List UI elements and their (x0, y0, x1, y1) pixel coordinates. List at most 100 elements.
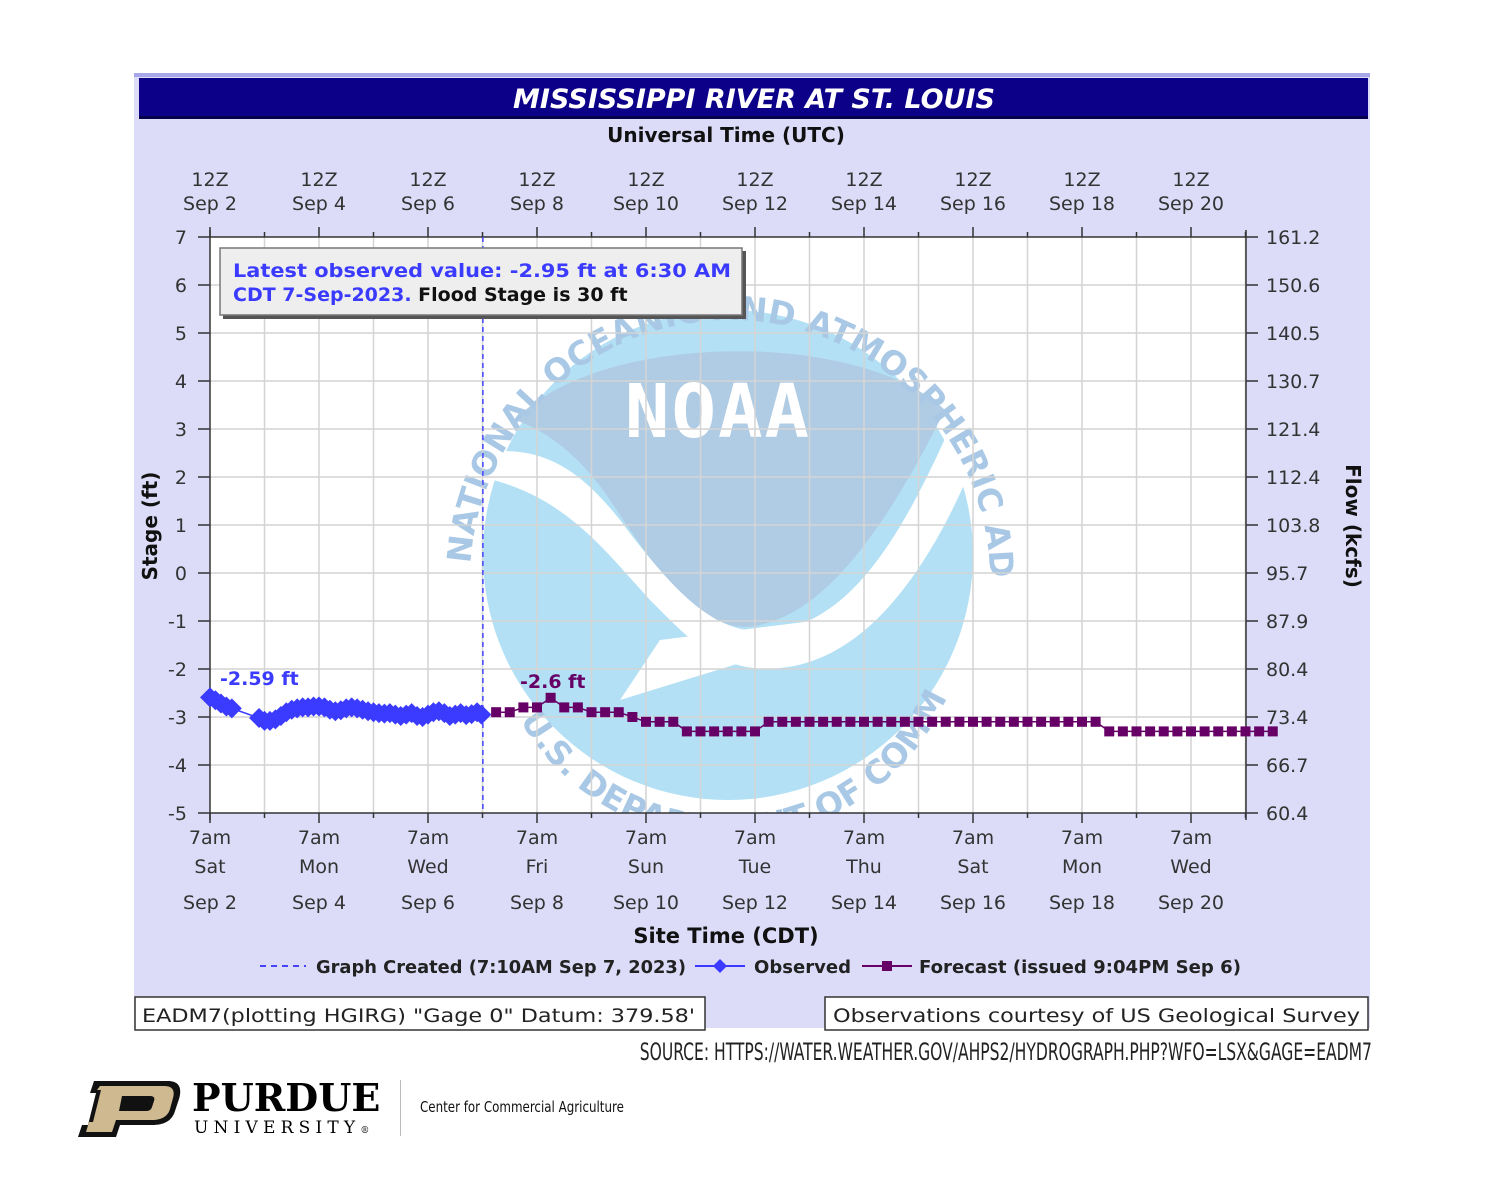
observed-peak-label: -2.59 ft (220, 668, 299, 690)
y-axis-label: Stage (ft) (138, 472, 162, 581)
svg-text:Sep 4: Sep 4 (292, 193, 346, 215)
svg-text:Sep 2: Sep 2 (183, 193, 237, 215)
svg-text:Sat: Sat (957, 856, 988, 878)
svg-text:NOAA: NOAA (625, 369, 811, 455)
legend-observed: Observed (754, 957, 851, 978)
forecast-peak-label: -2.6 ft (520, 671, 586, 693)
legend-observed-diamond-icon (713, 959, 727, 973)
purdue-p-icon (78, 1081, 181, 1137)
chart-title: MISSISSIPPI RIVER AT ST. LOUIS (513, 84, 995, 115)
svg-text:4: 4 (175, 371, 187, 393)
forecast-series (491, 692, 1278, 737)
svg-text:Sep 14: Sep 14 (831, 193, 897, 215)
bottom-axis-title: Site Time (CDT) (633, 924, 818, 948)
svg-text:7am: 7am (843, 827, 885, 849)
svg-text:Sep 8: Sep 8 (510, 892, 564, 914)
legend-forecast-square-icon (882, 961, 892, 971)
svg-text:Mon: Mon (1062, 856, 1102, 878)
observed-series (200, 687, 492, 731)
svg-text:-5: -5 (168, 803, 187, 825)
legend: Graph Created (7:10AM Sep 7, 2023) Obser… (260, 957, 1241, 978)
svg-text:Tue: Tue (738, 856, 771, 878)
svg-text:66.7: 66.7 (1266, 755, 1308, 777)
svg-text:7am: 7am (1061, 827, 1103, 849)
svg-text:-4: -4 (168, 755, 187, 777)
svg-text:Sun: Sun (628, 856, 664, 878)
axis-ticks (198, 227, 1258, 823)
svg-text:-2: -2 (168, 659, 187, 681)
svg-text:0: 0 (175, 563, 187, 585)
svg-text:Sep 12: Sep 12 (722, 193, 788, 215)
svg-text:7: 7 (175, 227, 187, 249)
svg-text:12Z: 12Z (300, 169, 337, 191)
svg-text:7am: 7am (734, 827, 776, 849)
top-axis-title: Universal Time (UTC) (607, 123, 845, 147)
svg-text:12Z: 12Z (191, 169, 228, 191)
svg-text:-1: -1 (168, 611, 187, 633)
svg-text:12Z: 12Z (518, 169, 555, 191)
latest-value-annotation: Latest observed value: -2.95 ft at 6:30 … (219, 247, 746, 319)
svg-text:Sep 20: Sep 20 (1158, 892, 1224, 914)
svg-text:Sep 18: Sep 18 (1049, 193, 1115, 215)
registered-mark: ® (360, 1126, 370, 1136)
svg-text:Sep 6: Sep 6 (401, 892, 455, 914)
svg-text:Sep 10: Sep 10 (613, 193, 679, 215)
svg-text:60.4: 60.4 (1266, 803, 1308, 825)
legend-graph-created: Graph Created (7:10AM Sep 7, 2023) (316, 957, 686, 978)
purdue-logo (76, 1078, 181, 1140)
svg-text:Sep 6: Sep 6 (401, 193, 455, 215)
legend-forecast: Forecast (issued 9:04PM Sep 6) (919, 957, 1241, 978)
svg-text:Sep 20: Sep 20 (1158, 193, 1224, 215)
svg-text:12Z: 12Z (1172, 169, 1209, 191)
svg-text:80.4: 80.4 (1266, 659, 1308, 681)
svg-text:6: 6 (175, 275, 187, 297)
svg-text:140.5: 140.5 (1266, 323, 1320, 345)
university-wordmark: UNIVERSITY® (194, 1118, 369, 1141)
svg-text:Sep 12: Sep 12 (722, 892, 788, 914)
svg-text:12Z: 12Z (736, 169, 773, 191)
svg-text:Sep 10: Sep 10 (613, 892, 679, 914)
svg-text:Sep 14: Sep 14 (831, 892, 897, 914)
svg-text:Thu: Thu (845, 856, 882, 878)
svg-text:73.4: 73.4 (1266, 707, 1308, 729)
svg-text:Latest observed value: -2.95 f: Latest observed value: -2.95 ft at 6:30 … (233, 260, 731, 282)
svg-text:87.9: 87.9 (1266, 611, 1308, 633)
svg-text:Sep 18: Sep 18 (1049, 892, 1115, 914)
svg-text:95.7: 95.7 (1266, 563, 1308, 585)
svg-text:7am: 7am (1170, 827, 1212, 849)
svg-text:Sep 16: Sep 16 (940, 193, 1006, 215)
usgs-credit-text: Observations courtesy of US Geological S… (833, 1005, 1360, 1027)
svg-text:12Z: 12Z (627, 169, 664, 191)
svg-text:CDT 7-Sep-2023. Flood Stage is: CDT 7-Sep-2023. Flood Stage is 30 ft (233, 284, 628, 306)
svg-text:2: 2 (175, 467, 187, 489)
svg-text:Wed: Wed (407, 856, 448, 878)
svg-text:103.8: 103.8 (1266, 515, 1320, 537)
svg-text:161.2: 161.2 (1266, 227, 1320, 249)
svg-text:7am: 7am (407, 827, 449, 849)
datum-box (134, 996, 706, 1031)
svg-text:7am: 7am (516, 827, 558, 849)
source-url: SOURCE: HTTPS://WATER.WEATHER.GOV/AHPS2/… (639, 1038, 1372, 1066)
hydrograph-chart: MISSISSIPPI RIVER AT ST. LOUIS Universal… (134, 73, 1370, 1031)
svg-text:Sep 2: Sep 2 (183, 892, 237, 914)
datum-text: EADM7(plotting HGIRG) "Gage 0" Datum: 37… (142, 1005, 695, 1027)
svg-text:112.4: 112.4 (1266, 467, 1320, 489)
svg-text:7am: 7am (189, 827, 231, 849)
svg-text:121.4: 121.4 (1266, 419, 1320, 441)
purdue-wordmark: PURDUE (192, 1075, 381, 1120)
svg-text:7am: 7am (298, 827, 340, 849)
university-text: UNIVERSITY (194, 1118, 361, 1138)
axis-labels: 7 161.2 6 150.6 5 140.5 4 130.7 3 121.4 2 112.4 1 103… (168, 169, 1320, 914)
svg-text:5: 5 (175, 323, 187, 345)
svg-text:1: 1 (175, 515, 187, 537)
svg-text:Sat: Sat (194, 856, 225, 878)
svg-text:-3: -3 (168, 707, 187, 729)
svg-text:130.7: 130.7 (1266, 371, 1320, 393)
svg-text:Mon: Mon (299, 856, 339, 878)
svg-text:Sep 8: Sep 8 (510, 193, 564, 215)
y2-axis-label: Flow (kcfs) (1341, 464, 1365, 588)
logo-divider (400, 1080, 401, 1136)
svg-text:7am: 7am (952, 827, 994, 849)
usgs-credit-box (824, 996, 1369, 1031)
svg-text:Wed: Wed (1170, 856, 1211, 878)
